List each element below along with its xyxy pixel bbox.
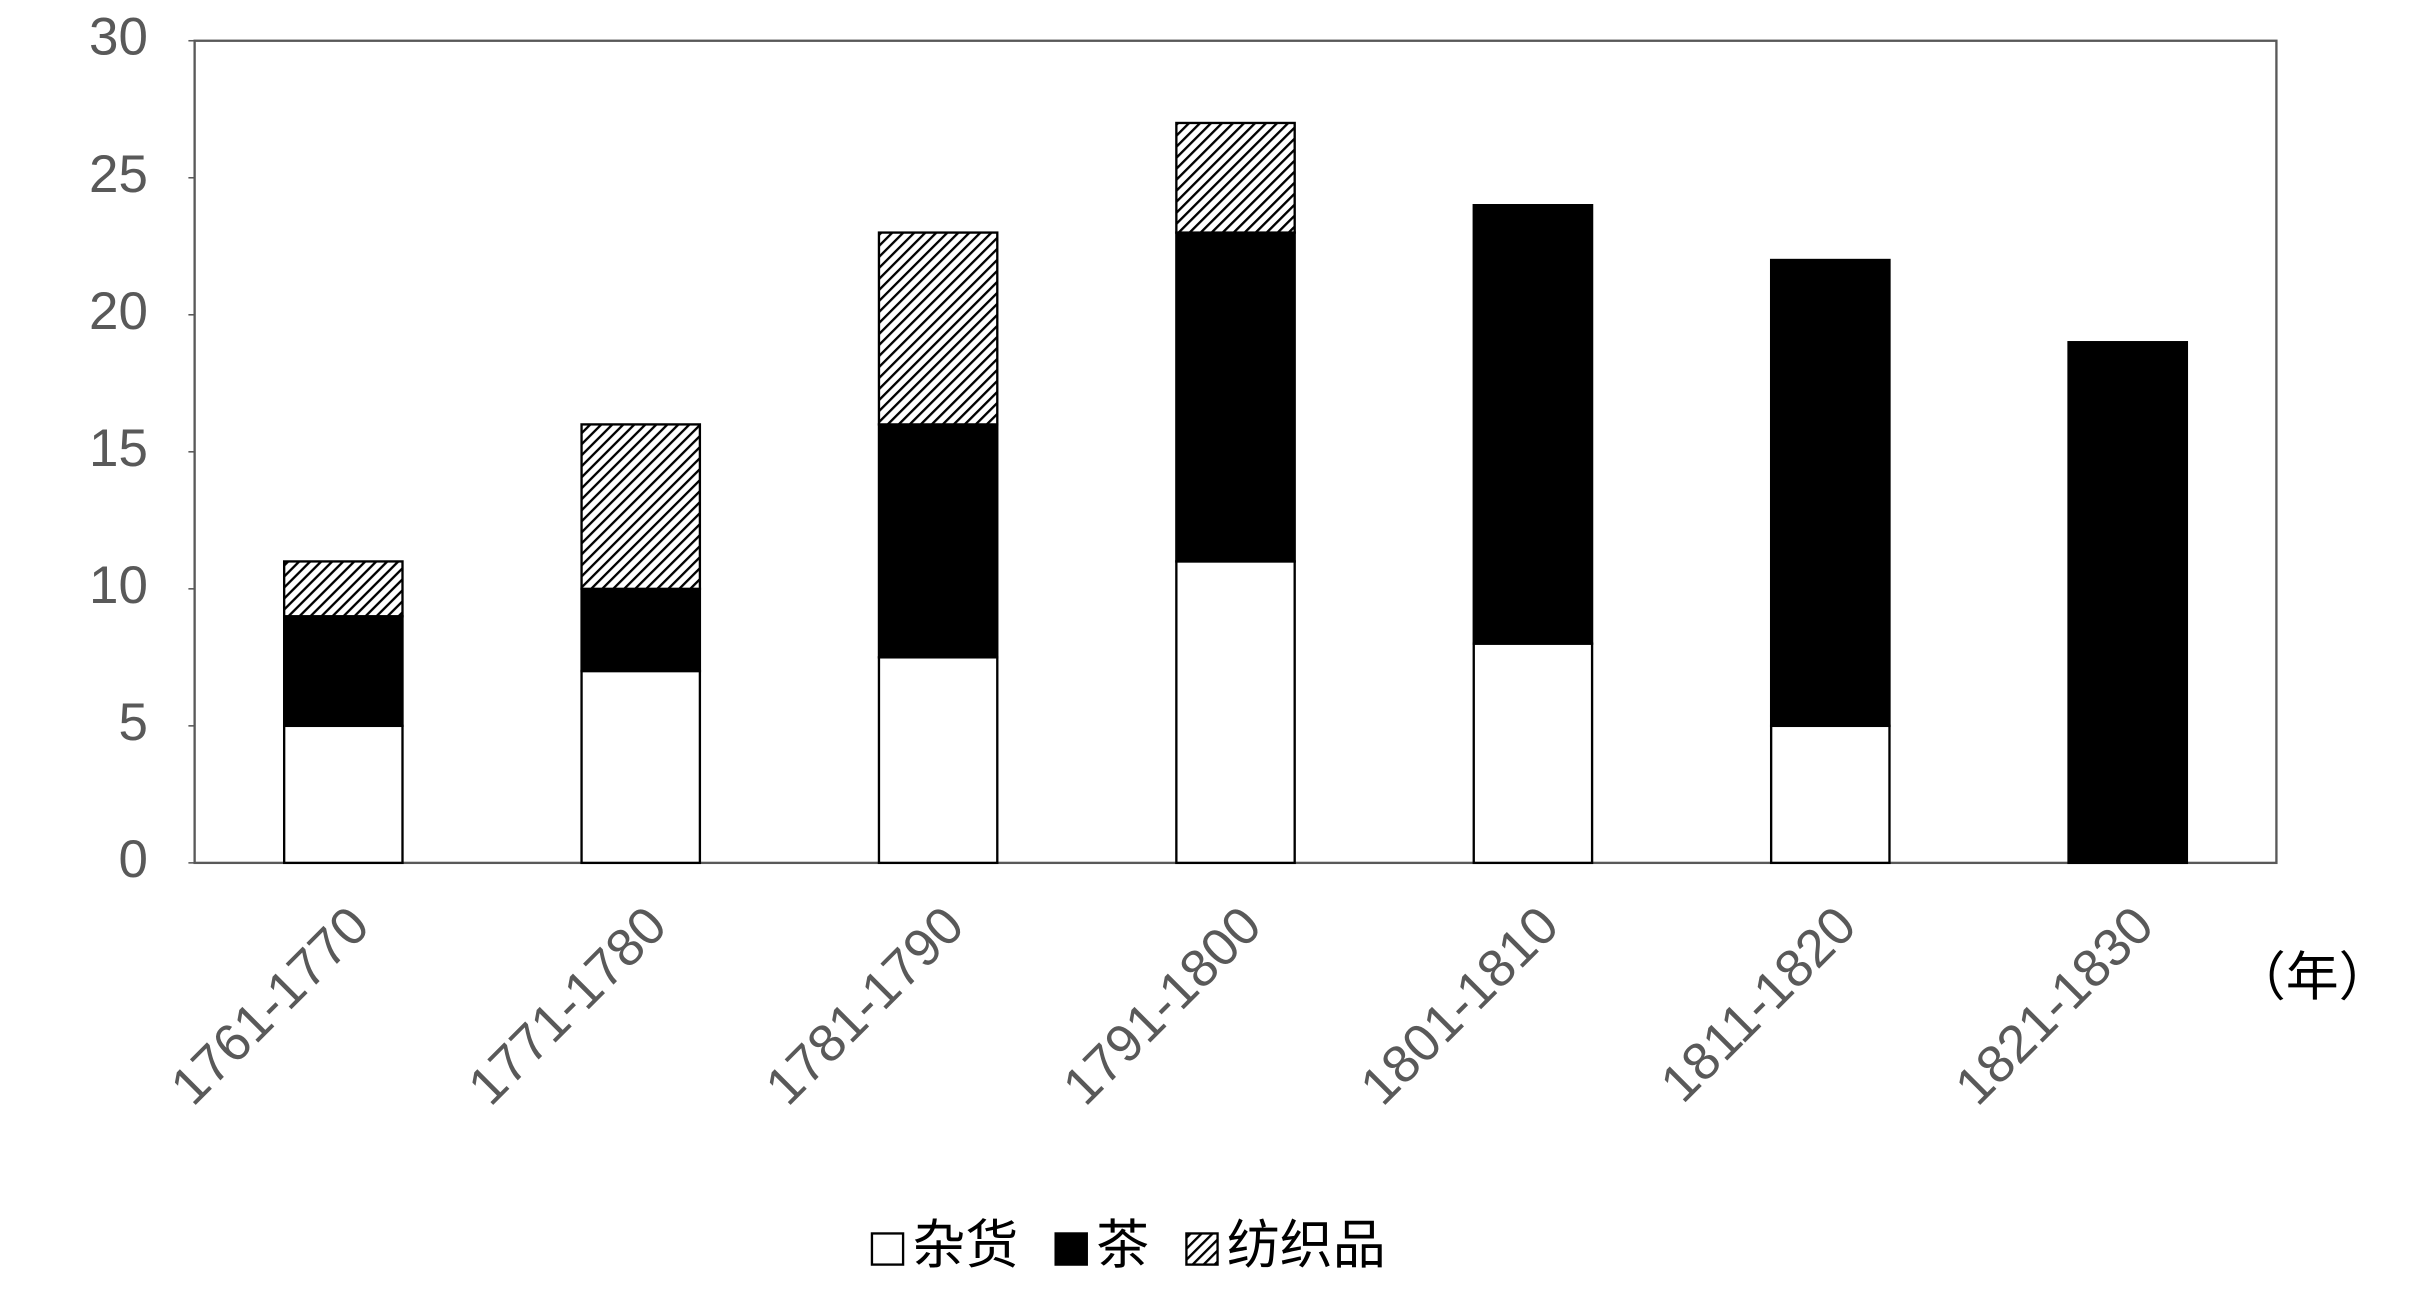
bar-segment xyxy=(1769,258,1891,728)
bar-segment xyxy=(580,669,702,865)
bar-segment xyxy=(282,615,404,728)
bar-segment xyxy=(1472,204,1594,645)
bar-segment xyxy=(580,423,702,590)
legend-swatch xyxy=(870,1232,905,1266)
y-tick-label: 15 xyxy=(89,419,148,478)
legend-swatch xyxy=(1054,1232,1088,1266)
bar-segment xyxy=(580,587,702,673)
bar-segment xyxy=(877,423,999,659)
legend-label: 杂货 xyxy=(912,1216,1018,1275)
bar-segment xyxy=(877,231,999,426)
y-tick-label: 5 xyxy=(118,693,147,752)
x-tick-label: 1821-1830 xyxy=(1944,896,2165,1117)
x-tick-label: 1801-1810 xyxy=(1349,896,1570,1117)
x-tick-label: 1781-1790 xyxy=(754,896,975,1117)
x-tick-label: 1791-1800 xyxy=(1052,896,1273,1117)
legend-label: 纺织品 xyxy=(1227,1216,1386,1275)
bar-segment xyxy=(1175,121,1296,234)
y-tick-label: 25 xyxy=(89,145,148,204)
x-tick-label: 1761-1770 xyxy=(160,896,381,1117)
x-tick-label: 1811-1820 xyxy=(1649,896,1867,1114)
x-tick-label: 1771-1780 xyxy=(457,896,678,1117)
bar-segment xyxy=(877,656,999,865)
y-tick-label: 30 xyxy=(89,8,148,67)
bar-segment xyxy=(2067,341,2189,865)
bar-segment xyxy=(1769,724,1891,865)
bar-segment xyxy=(282,724,404,865)
y-tick-label: 10 xyxy=(89,556,148,615)
bar-segment xyxy=(1472,642,1594,865)
x-unit: （年） xyxy=(2233,948,2392,1007)
bar-segment xyxy=(1175,560,1296,865)
bar-segment xyxy=(1175,231,1296,563)
bar-segment xyxy=(282,560,404,618)
legend-swatch xyxy=(1185,1232,1219,1266)
y-tick-label: 20 xyxy=(89,282,148,341)
y-tick-label: 0 xyxy=(118,830,147,889)
legend-label: 茶 xyxy=(1096,1216,1149,1275)
